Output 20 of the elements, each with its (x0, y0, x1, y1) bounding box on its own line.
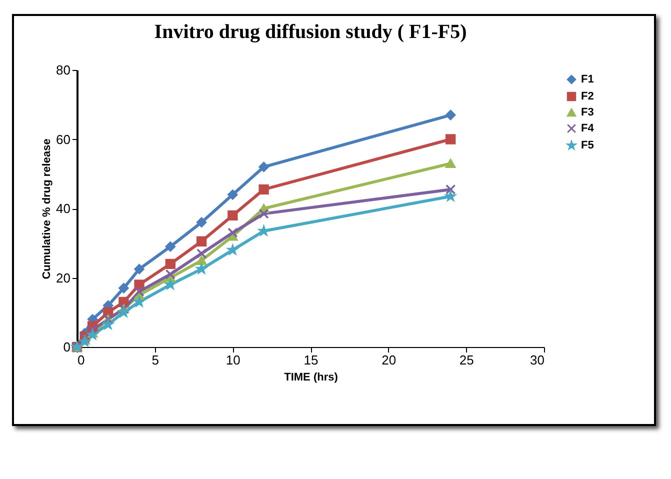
y-tick-label: 20 (56, 270, 70, 286)
x-tick-label: 25 (459, 352, 474, 368)
x-tick-label: 10 (226, 352, 240, 368)
legend-label: F1 (581, 74, 594, 86)
legend-label: F2 (581, 90, 594, 102)
y-tick-label: 60 (56, 132, 70, 147)
y-tick-label: 80 (56, 62, 70, 78)
x-tick-label: 0 (78, 352, 85, 368)
y-tick-label: 0 (63, 340, 70, 354)
x-tick-label: 20 (382, 352, 396, 368)
y-tick-label: 40 (56, 201, 70, 216)
x-tick-label: 15 (304, 352, 318, 368)
legend-label: F3 (581, 106, 594, 118)
legend-label: F5 (581, 140, 594, 152)
legend-label: F4 (581, 122, 595, 134)
y-axis-title: Cumulative % drug release (41, 138, 54, 280)
x-tick-label: 30 (530, 352, 544, 368)
x-axis-title: TIME (hrs) (284, 372, 338, 384)
chart-title: Invitro drug diffusion study ( F1-F5) (154, 21, 467, 43)
x-tick-label: 5 (152, 352, 159, 368)
